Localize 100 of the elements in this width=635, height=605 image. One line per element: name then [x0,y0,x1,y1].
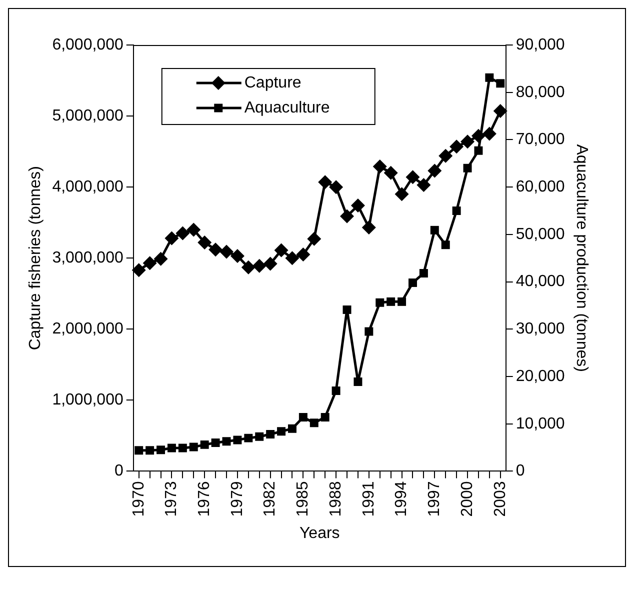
point [354,377,362,386]
x-tick-label: 1976 [196,481,213,517]
x-tick-label: 1973 [163,481,180,517]
point [255,432,264,441]
y2-axis-title: Aquaculture production (tonnes) [572,144,590,372]
point [318,175,332,190]
point [178,444,187,452]
x-tick-label: 1988 [327,481,344,517]
legend-label: Aquaculture [244,99,330,116]
point [485,73,494,82]
point [329,180,344,194]
point [438,148,453,163]
y-axis-title: Capture fisheries (tonnes) [27,166,44,350]
point [208,242,223,257]
point [176,226,190,240]
point [241,260,256,274]
point [244,434,253,442]
point [460,134,475,149]
y-tick-label: 5,000,000 [52,107,124,124]
point [277,427,286,436]
y2-tick-label: 50,000 [516,226,565,243]
point [394,187,409,202]
point [384,166,398,180]
x-tick-label: 1994 [393,481,410,517]
point [332,386,340,395]
point [362,220,376,235]
point [164,231,179,246]
x-tick-label: 1979 [228,481,246,517]
point [266,430,275,439]
point [474,146,483,155]
point [274,243,288,258]
point [154,252,168,266]
point [288,424,296,433]
point [189,442,198,452]
point [132,263,146,278]
y-tick-label: 6,000,000 [52,36,124,54]
legend-label: Capture [244,74,302,92]
point [134,446,144,455]
point [471,128,486,143]
y2-tick-label: 30,000 [516,320,565,338]
point [186,222,201,237]
point [263,256,278,271]
point [142,256,157,270]
y2-tick-label: 60,000 [516,178,565,196]
point [496,79,505,88]
point [408,278,417,287]
y2-tick-label: 20,000 [516,368,565,385]
point [452,206,461,215]
point [372,159,387,174]
y2-tick-label: 0 [516,462,525,480]
point [198,235,212,250]
point [419,269,428,278]
x-tick-label: 1985 [294,481,312,517]
point [200,440,209,449]
point [364,327,374,336]
point [220,244,234,259]
x-axis-title: Years [299,524,340,542]
y2-tick-label: 70,000 [516,131,565,148]
y-tick-label: 0 [114,462,124,480]
point [430,226,439,234]
point [450,140,464,154]
y-tick-label: 3,000,000 [52,250,124,267]
point [285,251,300,266]
point [342,305,352,314]
y2-tick-label: 90,000 [516,36,565,54]
point [298,412,308,422]
point [310,418,318,428]
point [428,164,442,178]
point [167,444,176,452]
x-tick-label: 1997 [426,481,444,517]
y-tick-label: 1,000,000 [52,392,124,409]
x-tick-label: 2003 [492,481,509,517]
point [146,446,154,455]
point [233,436,242,444]
point [230,248,244,263]
x-tick-label: 1970 [130,481,148,517]
y-tick-label: 4,000,000 [52,178,124,196]
y2-tick-label: 40,000 [516,273,565,290]
point [406,170,420,184]
point [376,298,384,307]
y-tick-label: 2,000,000 [52,320,124,338]
point [493,104,508,118]
point [482,126,496,141]
point [296,248,310,262]
point [320,412,330,422]
point [398,297,406,306]
point [463,164,472,172]
point [441,240,450,250]
y2-tick-label: 80,000 [516,84,565,101]
point [211,438,220,448]
point [340,209,354,224]
point [252,258,266,273]
point [416,178,431,192]
y2-tick-label: 10,000 [516,415,565,432]
point [350,198,365,213]
point [222,437,231,446]
point [307,232,322,246]
x-tick-label: 2000 [458,481,476,517]
x-tick-label: 1982 [262,481,279,517]
point [156,446,166,454]
